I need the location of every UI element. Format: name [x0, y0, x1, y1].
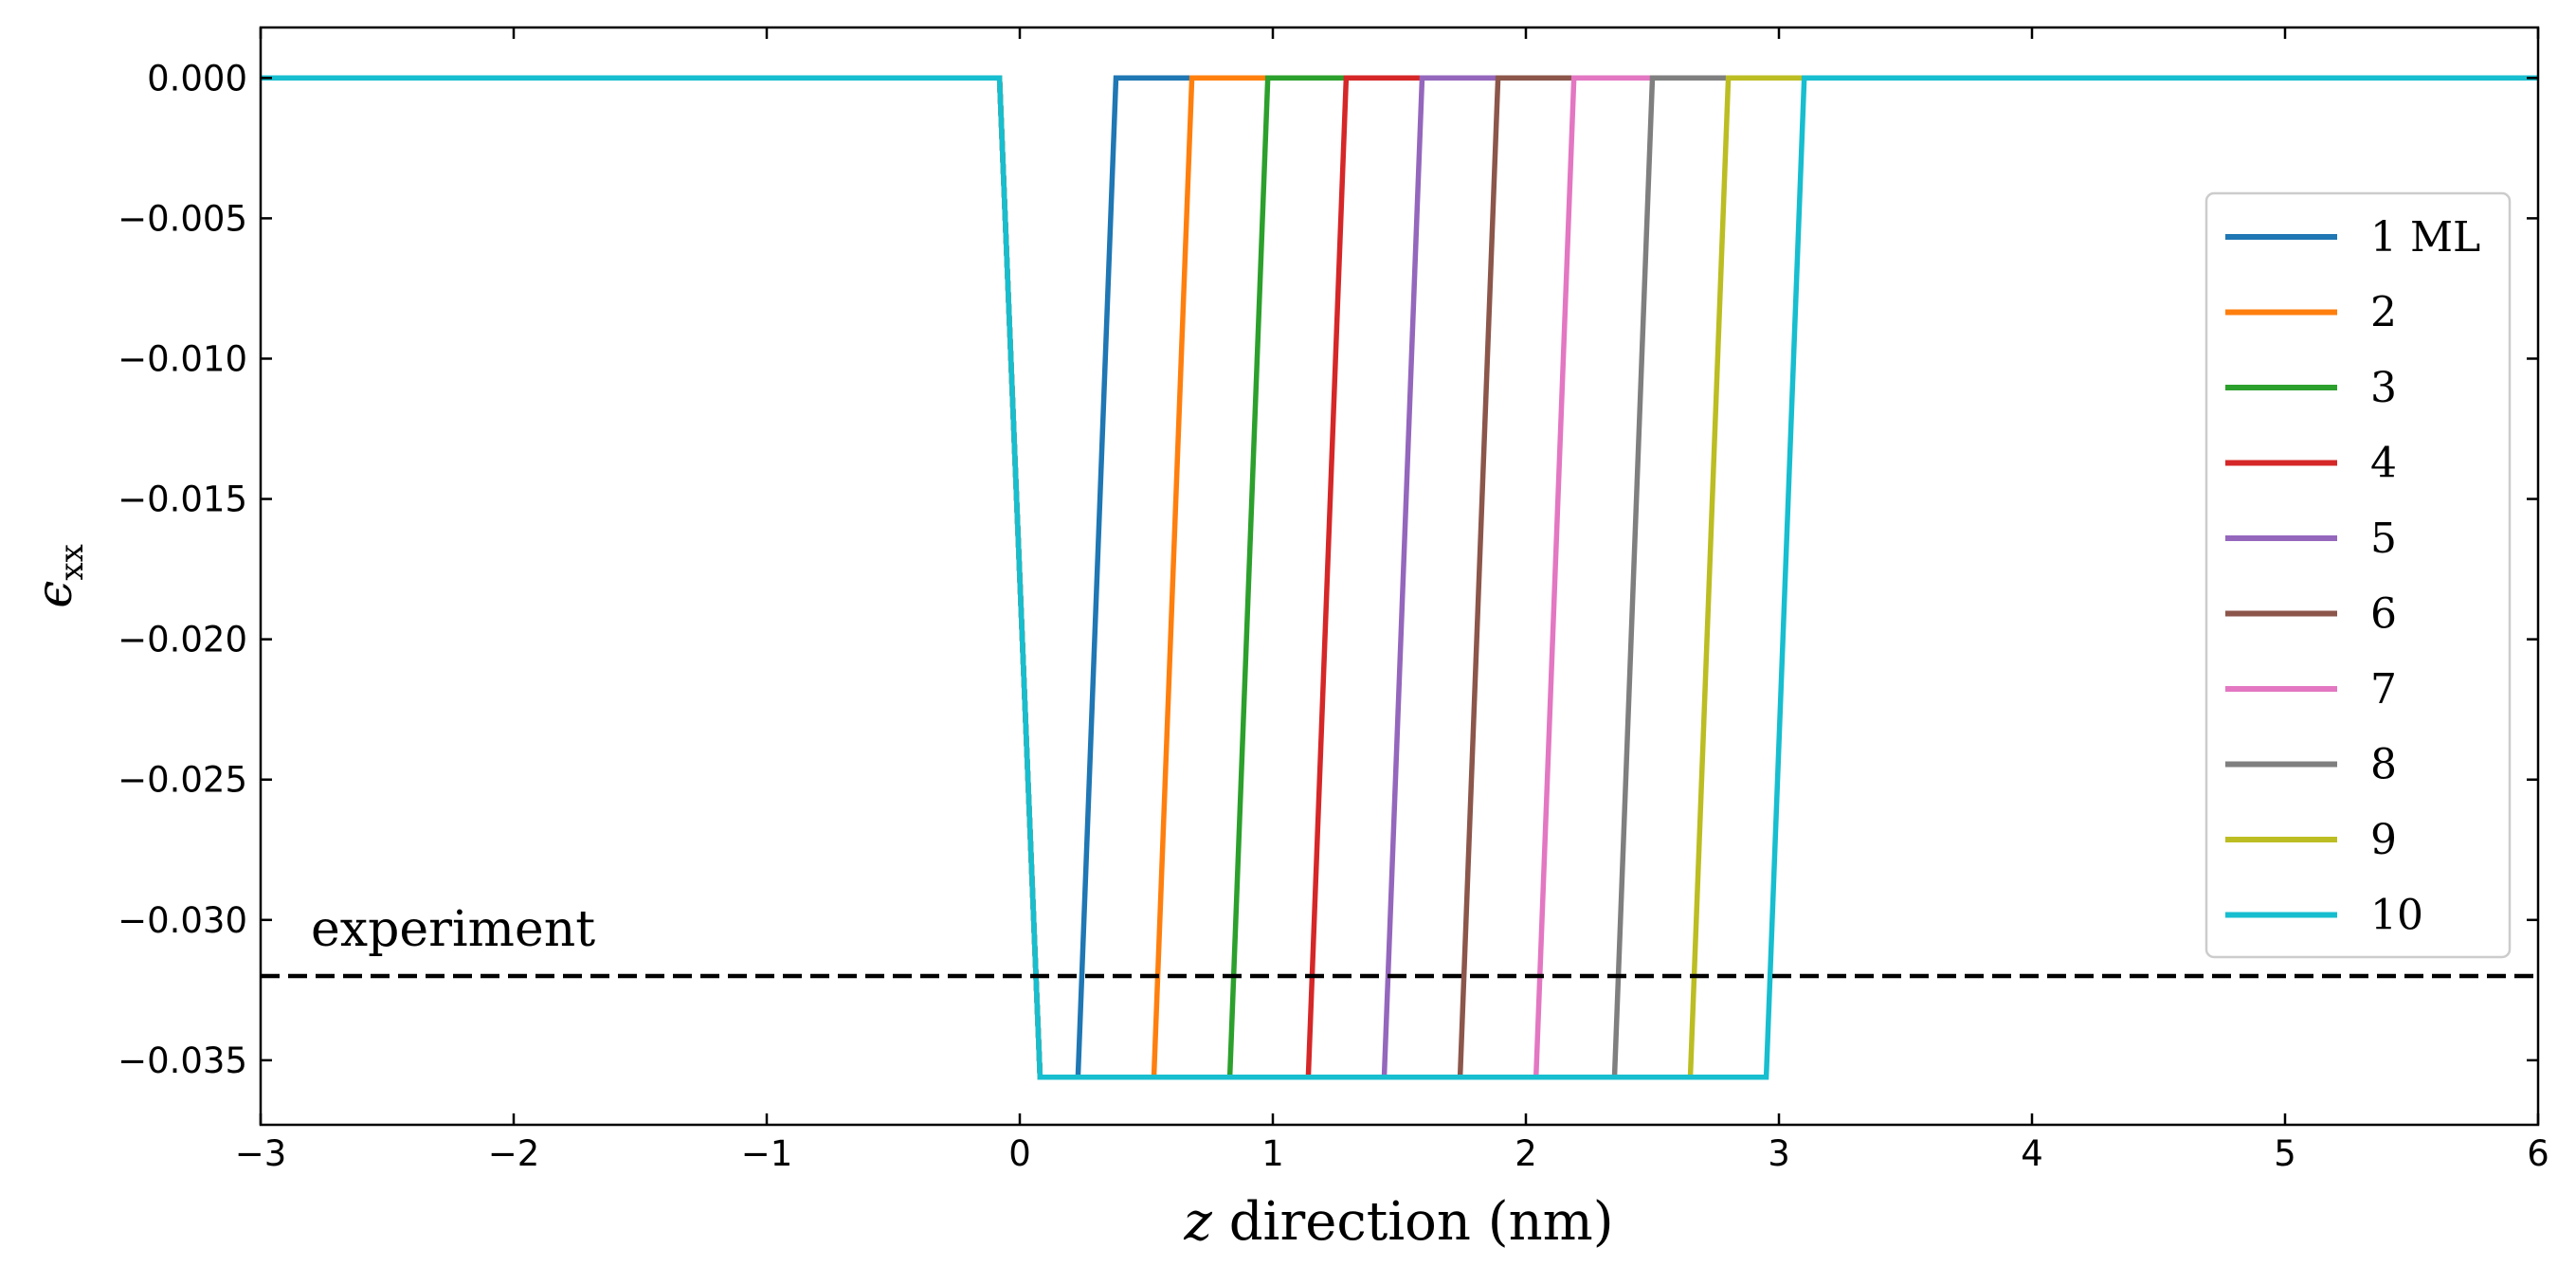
- x-tick-label: 6: [2527, 1133, 2549, 1174]
- legend-label: 8: [2370, 741, 2397, 789]
- series-line-5: [261, 75, 2538, 1080]
- y-axis-title: ϵxx: [27, 544, 91, 607]
- y-tick-label: −0.025: [118, 760, 247, 801]
- plot-frame: [259, 26, 2540, 1127]
- x-axis-title-rest: direction (nm): [1212, 1191, 1614, 1253]
- y-tick-label: −0.015: [118, 479, 247, 520]
- legend-label: 6: [2370, 590, 2397, 639]
- x-tick-label: 5: [2274, 1133, 2296, 1174]
- legend-label: 9: [2370, 816, 2397, 864]
- x-tick-label: 1: [1261, 1133, 1284, 1174]
- y-tick-label: −0.020: [118, 620, 247, 660]
- y-tick-label: 0.000: [147, 58, 247, 99]
- series-line-2: [261, 75, 2538, 1080]
- y-tick-label: −0.010: [118, 338, 247, 379]
- experiment-annotation: experiment: [311, 901, 595, 958]
- x-tick-label: −1: [741, 1133, 793, 1174]
- x-tick-label: 3: [1768, 1133, 1790, 1174]
- legend-label: 2: [2370, 289, 2397, 337]
- x-tick-label: 0: [1008, 1133, 1031, 1174]
- tick-layer: −3 −2 −1 0 1 2 3 4 5 6 0.000 −0.005 −0.010 −0.015 −0.0…: [118, 27, 2549, 1174]
- legend-label: 3: [2370, 364, 2397, 412]
- y-tick-label: −0.035: [118, 1040, 247, 1081]
- x-tick-label: 2: [1515, 1133, 1537, 1174]
- x-tick-label: −2: [488, 1133, 540, 1174]
- y-tick-label: −0.030: [118, 900, 247, 941]
- svg-text:ϵxx: ϵxx: [27, 544, 91, 607]
- legend: 1 ML 2 3 4 5 6 7 8 9 10: [2204, 191, 2512, 959]
- series-line-10: [261, 75, 2538, 1080]
- x-axis-title: z direction (nm): [1183, 1191, 1613, 1253]
- legend-label: 10: [2370, 892, 2423, 940]
- legend-label: 5: [2370, 515, 2397, 563]
- series-line-1: [261, 75, 2538, 1080]
- legend-label: 7: [2370, 665, 2397, 714]
- legend-box: [2204, 191, 2512, 959]
- x-tick-label: 4: [2021, 1133, 2043, 1174]
- y-axis-title-subscript: xx: [53, 544, 91, 580]
- x-tick-label: −3: [235, 1133, 287, 1174]
- series-layer: [261, 75, 2538, 1080]
- series-line-7: [261, 75, 2538, 1080]
- series-line-6: [261, 75, 2538, 1080]
- series-line-9: [261, 75, 2538, 1080]
- legend-label: 4: [2370, 440, 2397, 488]
- series-line-4: [261, 75, 2538, 1080]
- y-axis-title-symbol: ϵ: [27, 581, 83, 608]
- legend-label: 1 ML: [2370, 213, 2480, 262]
- x-axis-title-var: z: [1183, 1191, 1212, 1253]
- series-line-8: [261, 75, 2538, 1080]
- series-line-3: [261, 75, 2538, 1080]
- y-tick-label: −0.005: [118, 198, 247, 239]
